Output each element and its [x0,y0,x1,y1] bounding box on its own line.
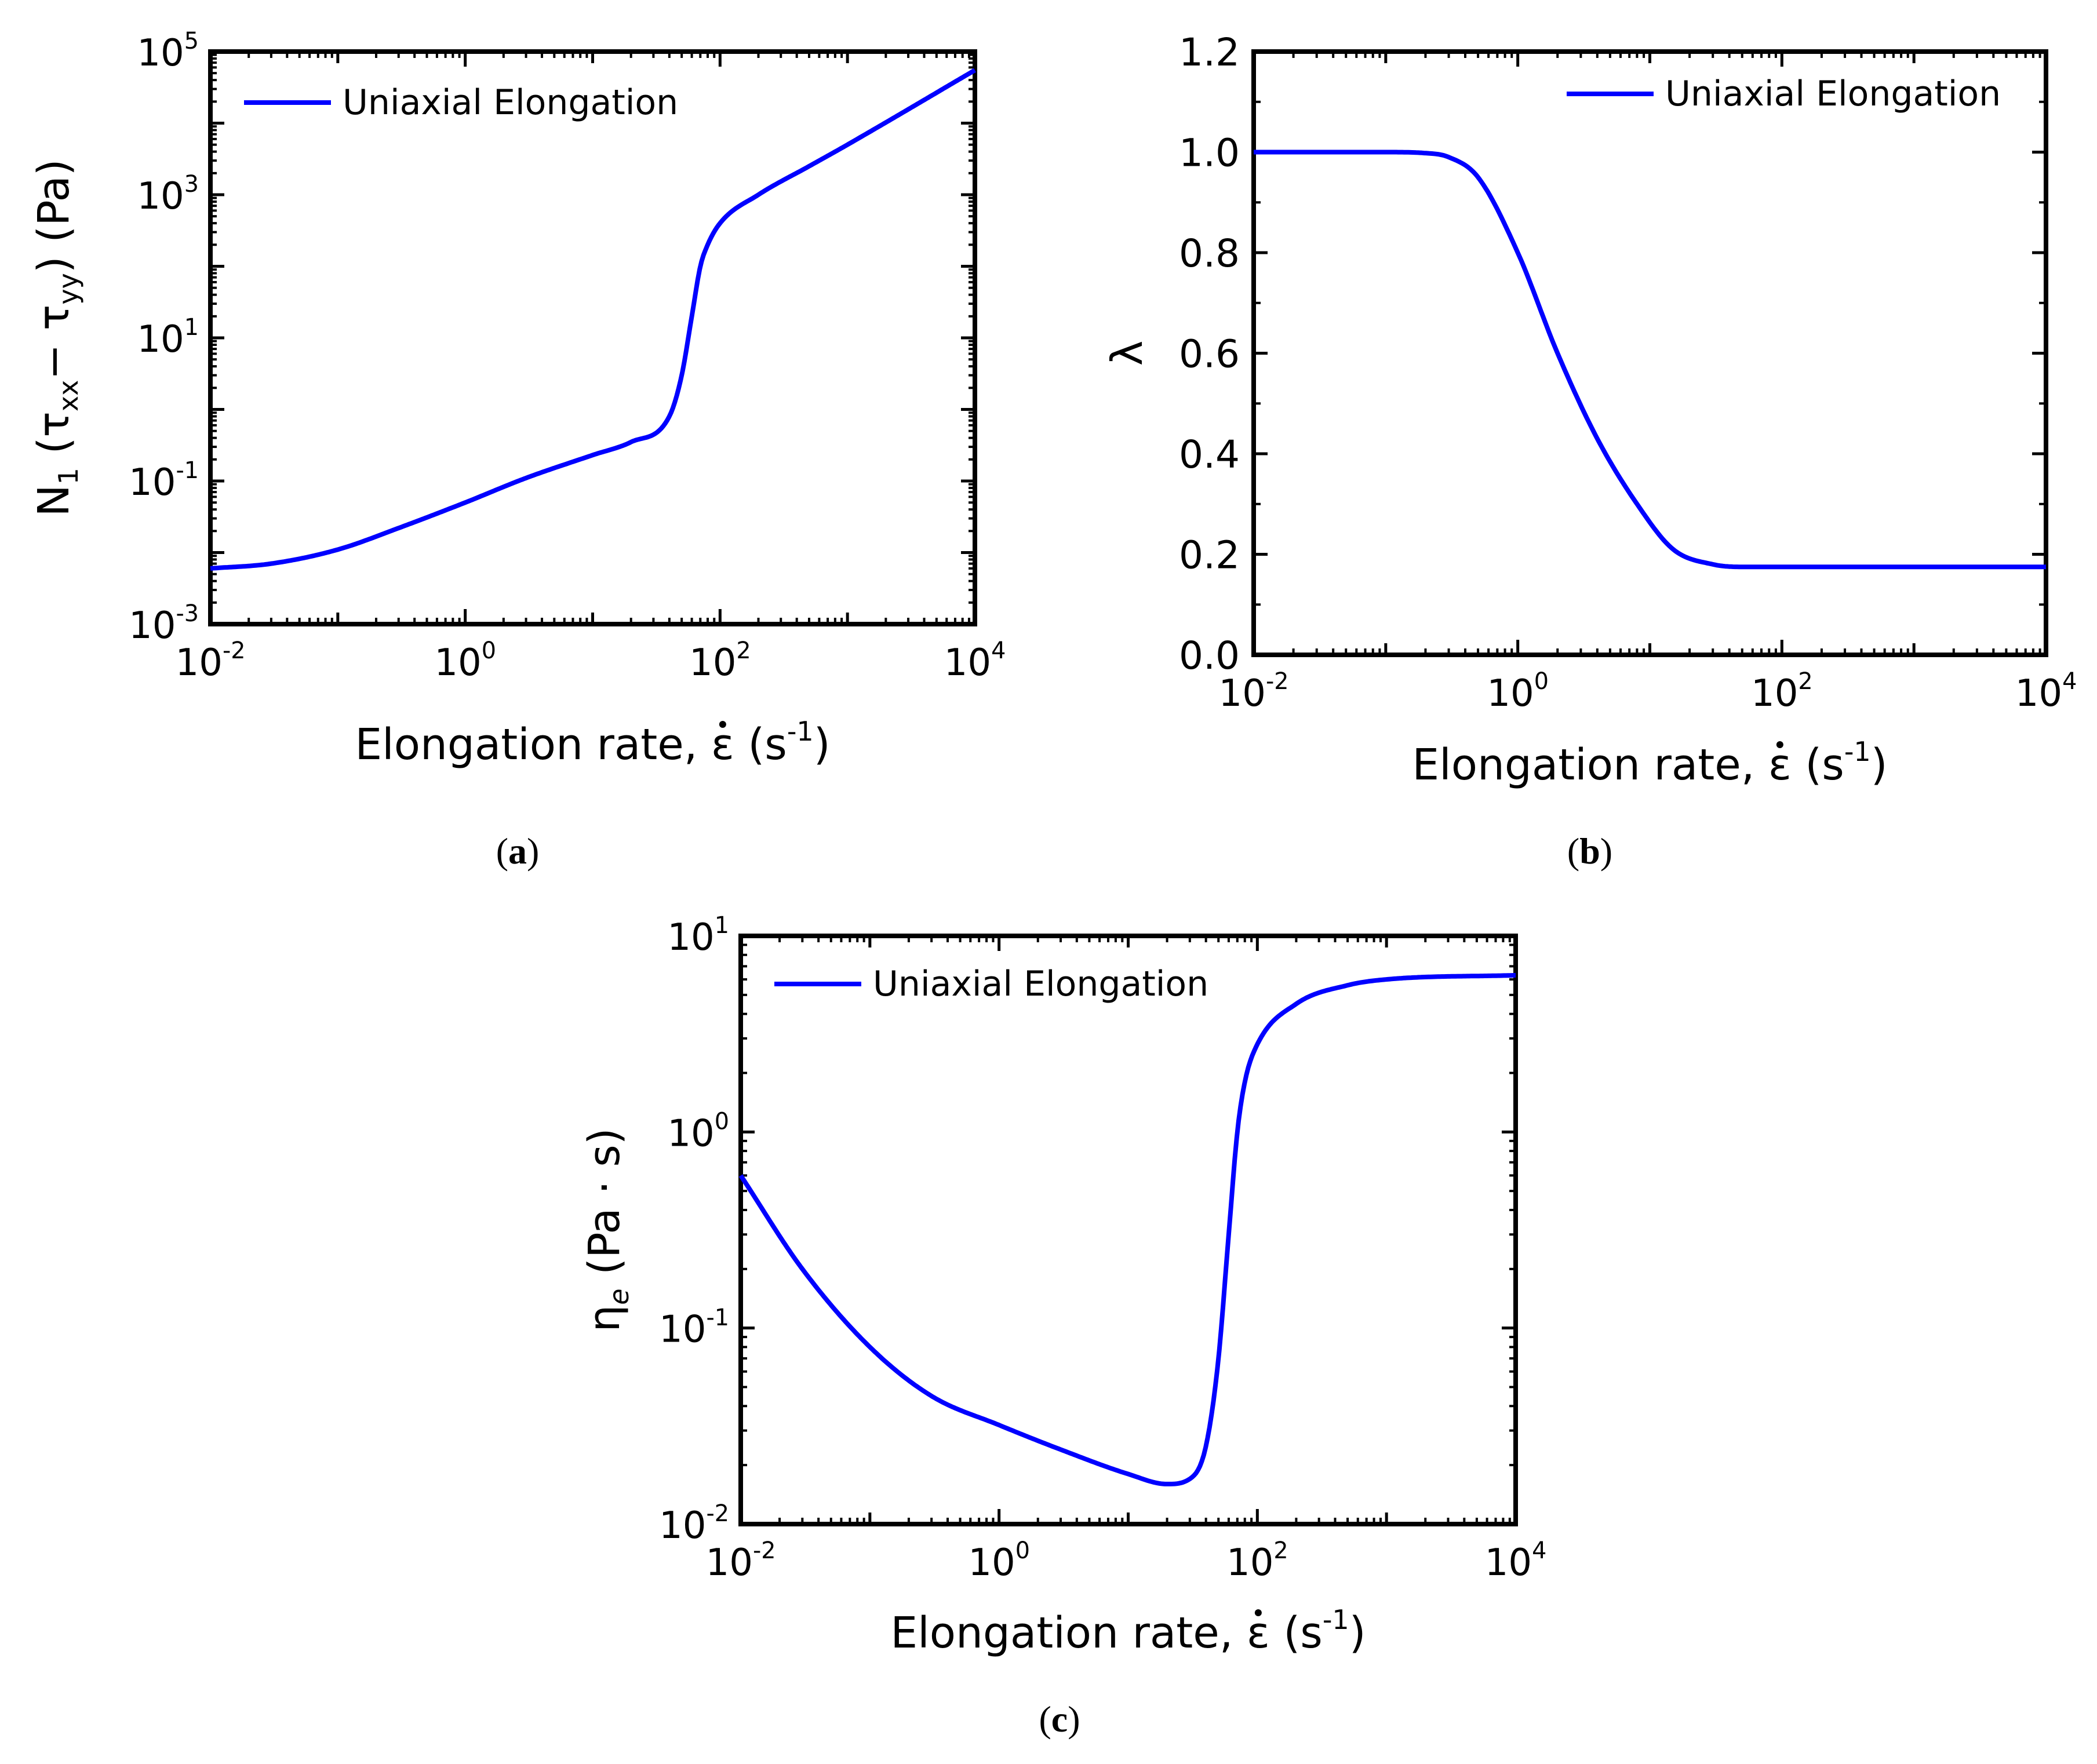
x-tick-label: 100 [434,637,496,684]
x-tick-label: 104 [1485,1537,1547,1584]
y-axis-label: λ [1102,341,1152,366]
y-axis-label: ηe (Pa · s) [580,1128,635,1332]
x-tick-label: 102 [689,637,751,684]
x-tick-label: 104 [944,637,1006,684]
legend-label: Uniaxial Elongation [873,964,1208,1004]
y-tick-label: 1.0 [1179,131,1240,176]
y-tick-label: 0.8 [1179,231,1240,276]
y-tick-label: 1.2 [1179,30,1240,75]
x-axis-label: Elongation rate, ε (s-1) [1412,736,1887,790]
y-tick-label: 100 [667,1109,729,1156]
chart-panel-c: 10-2 100 102 104 10-2 10-1 100 101 Uniaxial Elon… [580,912,1546,1740]
legend-label: Uniaxial Elongation [343,82,678,123]
y-tick-label: 0.6 [1179,332,1240,377]
x-tick-label: 100 [1487,668,1549,715]
y-tick-label: 101 [667,912,729,959]
y-tick-label: 10-2 [659,1500,729,1547]
y-tick-label: 10-1 [659,1304,729,1351]
series-line [1253,150,2047,570]
x-tick-label: 102 [1751,668,1813,715]
y-tick-label: 103 [137,171,199,218]
x-tick-label: 10-2 [1219,668,1289,715]
y-tick-label: 101 [137,314,199,361]
x-tick-label: 104 [2015,668,2077,715]
y-tick-label: 0.0 [1179,633,1240,678]
series-line [738,972,1516,1486]
epsilon-dot [1254,1609,1262,1616]
chart-panel-a: 10-2 100 102 104 10-3 10-1 101 103 105 Uniaxial E… [29,28,1006,872]
panel-caption: (a) [496,830,540,872]
epsilon-dot [719,721,726,728]
series-line [210,68,976,571]
y-tick-label: 105 [137,28,199,75]
epsilon-dot [1776,741,1783,748]
x-tick-label: 100 [968,1537,1030,1584]
chart-panel-b: 10-2 100 102 104 0.0 0.2 0.4 0.6 0.8 1.0 1.2 Uniaxi… [1102,30,2077,872]
y-axis-label: N1 (τxx− τyy) (Pa) [29,159,84,516]
panel-caption: (c) [1039,1699,1080,1740]
x-axis-label: Elongation rate, ε (s-1) [890,1604,1366,1658]
panel-caption: (b) [1567,830,1612,872]
y-tick-label: 0.2 [1179,533,1240,578]
x-tick-label: 10-2 [706,1537,776,1584]
x-axis-label: Elongation rate, ε (s-1) [355,716,830,770]
legend-label: Uniaxial Elongation [1665,74,2001,114]
x-tick-label: 10-2 [176,637,246,684]
y-tick-label: 10-1 [129,457,199,504]
x-tick-label: 102 [1226,1537,1288,1584]
y-tick-label: 0.4 [1179,432,1240,477]
y-tick-label: 10-3 [129,600,199,647]
